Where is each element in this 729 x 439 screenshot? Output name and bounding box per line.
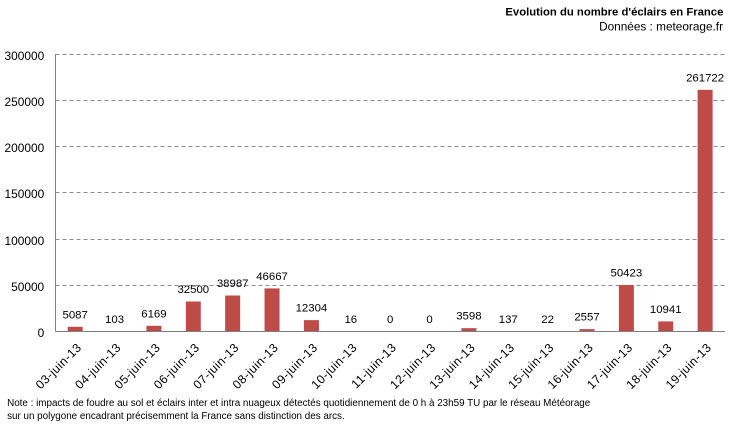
svg-text:32500: 32500 [177, 284, 209, 296]
svg-text:5087: 5087 [63, 309, 88, 321]
svg-text:16: 16 [344, 314, 357, 326]
svg-text:sur un polygone encadrant préc: sur un polygone encadrant précisemment l… [7, 411, 345, 422]
svg-text:137: 137 [499, 314, 518, 326]
svg-text:3598: 3598 [456, 311, 481, 323]
svg-text:Note : impacts de foudre au so: Note : impacts de foudre au sol et éclai… [7, 398, 591, 409]
svg-text:250000: 250000 [5, 95, 45, 109]
svg-text:22: 22 [541, 314, 554, 326]
svg-text:Evolution du nombre d'éclairs: Evolution du nombre d'éclairs en France [505, 6, 723, 18]
svg-text:150000: 150000 [5, 187, 45, 201]
svg-text:10941: 10941 [650, 304, 682, 316]
svg-text:0: 0 [38, 326, 45, 340]
svg-text:200000: 200000 [5, 141, 45, 155]
svg-text:12304: 12304 [296, 303, 328, 315]
svg-text:Données : meteorage.fr: Données : meteorage.fr [599, 19, 723, 33]
svg-text:261722: 261722 [686, 72, 724, 84]
svg-text:300000: 300000 [5, 49, 45, 63]
svg-text:100000: 100000 [5, 234, 45, 248]
svg-text:103: 103 [105, 314, 124, 326]
svg-text:38987: 38987 [217, 278, 249, 290]
svg-text:46667: 46667 [256, 271, 288, 283]
svg-text:50000: 50000 [11, 280, 44, 294]
svg-text:0: 0 [426, 314, 432, 326]
svg-text:50423: 50423 [611, 267, 643, 279]
svg-text:2557: 2557 [574, 312, 599, 324]
svg-text:6169: 6169 [141, 308, 166, 320]
svg-text:0: 0 [387, 314, 393, 326]
